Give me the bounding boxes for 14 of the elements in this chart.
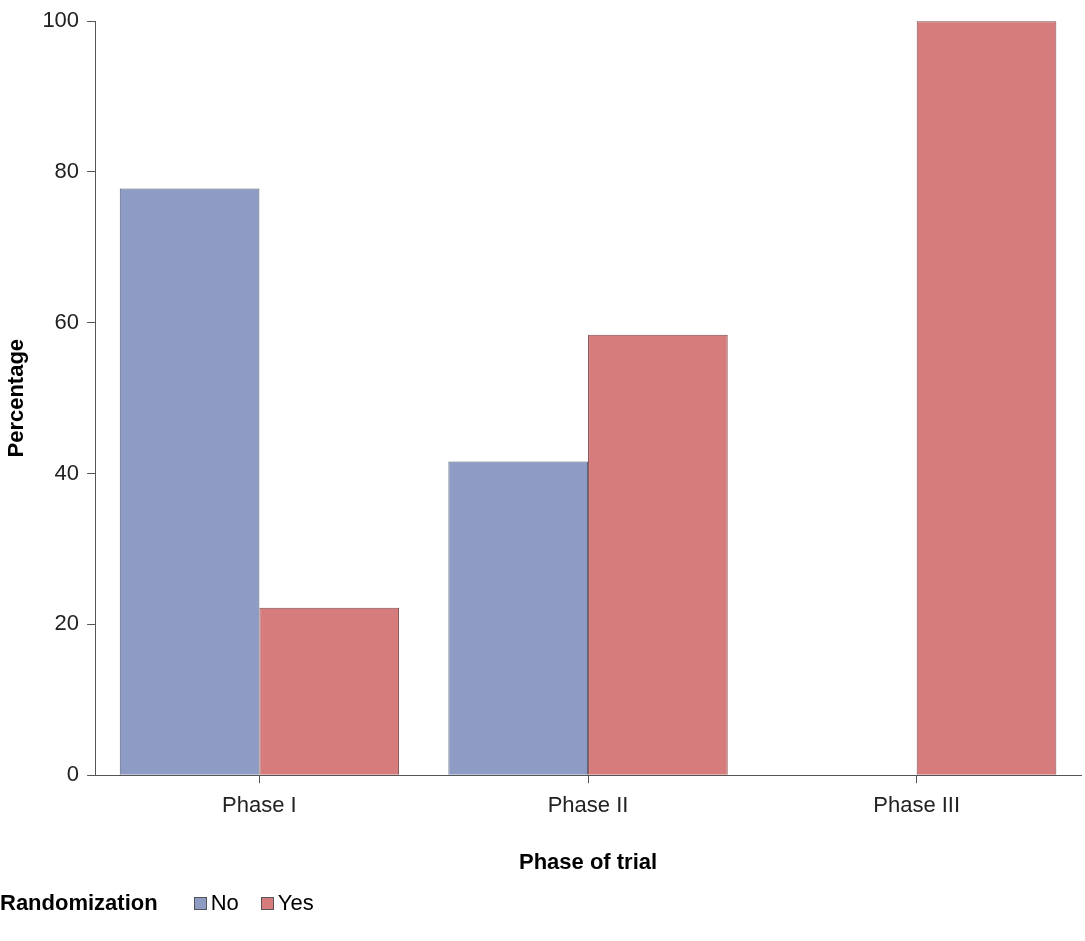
y-tick-label: 60 xyxy=(54,308,80,334)
x-axis-title: Phase of trial xyxy=(518,848,658,874)
y-tick-label: 20 xyxy=(54,610,80,636)
legend-label: No xyxy=(210,890,239,916)
y-tick-label: 80 xyxy=(54,158,80,184)
y-axis-title: Percentage xyxy=(3,338,29,458)
y-tick-label: 0 xyxy=(66,761,80,787)
y-tick-label: 100 xyxy=(42,7,80,33)
y-tick-label: 40 xyxy=(54,459,80,485)
x-tick-label: Phase III xyxy=(873,792,961,818)
legend-label: Yes xyxy=(277,890,314,916)
x-tick-label: Phase I xyxy=(222,792,297,818)
legend-title: Randomization xyxy=(0,890,158,916)
x-tick-label: Phase II xyxy=(547,792,629,818)
